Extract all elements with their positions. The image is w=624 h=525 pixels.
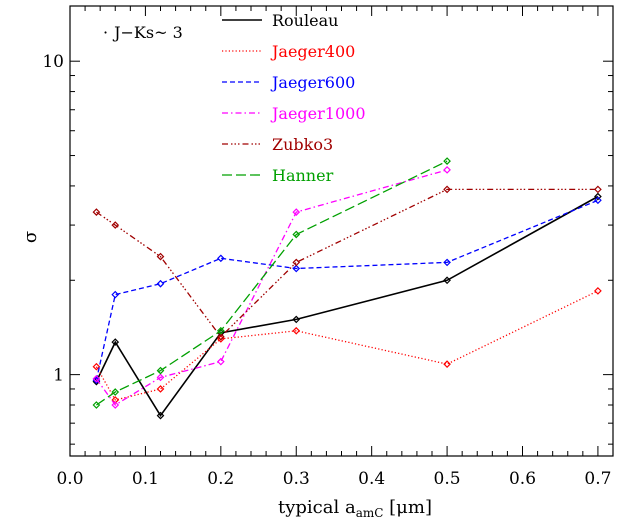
data-point-jaeger400 bbox=[292, 326, 301, 335]
series-line-jaeger600 bbox=[95, 199, 599, 381]
annotation-dot: · bbox=[103, 23, 108, 42]
legend-label-jaeger400: Jaeger400 bbox=[270, 42, 355, 61]
series-line-jaeger400 bbox=[95, 290, 599, 401]
x-axis-title-sub: amC bbox=[356, 506, 384, 520]
x-tick-label: 0.4 bbox=[358, 469, 385, 489]
data-point-hanner bbox=[443, 157, 451, 165]
x-axis-title-main: typical a bbox=[278, 497, 356, 518]
x-tick-label: 0.6 bbox=[509, 469, 536, 489]
data-point-jaeger400 bbox=[594, 287, 602, 295]
y-axis-title: σ bbox=[20, 231, 41, 243]
data-point-zubko3 bbox=[216, 332, 225, 341]
data-point-jaeger1000 bbox=[443, 166, 451, 174]
data-point-jaeger600 bbox=[292, 264, 301, 273]
data-point-jaeger400 bbox=[443, 360, 451, 368]
data-point-hanner bbox=[292, 230, 301, 239]
data-point-jaeger600 bbox=[594, 196, 602, 205]
x-tick-label: 0.2 bbox=[207, 469, 234, 489]
data-point-jaeger600 bbox=[156, 279, 165, 288]
data-point-zubko3 bbox=[92, 208, 101, 216]
data-point-jaeger600 bbox=[216, 254, 225, 263]
annotation-label: · J−Ks~ 3 bbox=[103, 23, 183, 42]
data-point-hanner bbox=[111, 388, 120, 396]
data-point-jaeger400 bbox=[156, 385, 165, 393]
data-point-jaeger400 bbox=[92, 362, 101, 371]
data-point-hanner bbox=[216, 326, 225, 335]
x-axis-title: typical aamC [μm] bbox=[278, 497, 432, 520]
data-point-zubko3 bbox=[443, 185, 451, 194]
annotation-text: J−Ks~ 3 bbox=[112, 23, 183, 42]
x-tick-label: 0.1 bbox=[132, 469, 159, 489]
data-point-hanner bbox=[156, 366, 165, 375]
series-line-zubko3 bbox=[96, 188, 598, 338]
legend-label-rouleau: Rouleau bbox=[272, 11, 338, 30]
data-point-rouleau bbox=[156, 411, 165, 420]
data-point-jaeger600 bbox=[443, 258, 451, 267]
series-line-jaeger1000 bbox=[95, 169, 448, 406]
y-tick-label: 1 bbox=[53, 366, 64, 386]
series-line-hanner bbox=[96, 160, 448, 406]
series-group bbox=[92, 157, 602, 420]
legend: Rouleau Jaeger400 Jaeger600 Jaeger1000 Zubko… bbox=[222, 11, 366, 185]
legend-label-hanner: Hanner bbox=[272, 166, 334, 185]
x-tick-label: 0.5 bbox=[434, 469, 461, 489]
x-tick-label: 0.3 bbox=[283, 469, 310, 489]
legend-label-zubko3: Zubko3 bbox=[272, 135, 333, 154]
data-point-jaeger600 bbox=[111, 290, 120, 299]
series-line-rouleau bbox=[95, 195, 599, 418]
data-point-zubko3 bbox=[111, 221, 120, 229]
data-point-zubko3 bbox=[292, 258, 301, 267]
data-point-rouleau bbox=[111, 338, 120, 346]
data-point-zubko3 bbox=[156, 252, 165, 261]
data-point-zubko3 bbox=[594, 185, 602, 194]
x-tick-label: 0.7 bbox=[584, 469, 611, 489]
data-point-rouleau bbox=[443, 276, 451, 285]
legend-label-jaeger1000: Jaeger1000 bbox=[270, 104, 366, 123]
x-tick-label: 0.0 bbox=[56, 469, 83, 489]
data-point-jaeger1000 bbox=[111, 401, 120, 409]
tick-labels-group: 0.0 0.1 0.2 0.3 0.4 0.5 0.6 0.7 1 10 bbox=[42, 52, 611, 489]
x-axis-title-unit: [μm] bbox=[383, 497, 432, 518]
data-point-rouleau bbox=[292, 315, 301, 324]
data-point-jaeger1000 bbox=[156, 373, 165, 382]
ticks-group bbox=[69, 6, 613, 456]
data-point-hanner bbox=[92, 401, 101, 409]
legend-label-jaeger600: Jaeger600 bbox=[270, 73, 355, 92]
data-point-jaeger1000 bbox=[292, 208, 301, 216]
data-point-jaeger1000 bbox=[216, 357, 225, 366]
data-point-rouleau bbox=[594, 192, 602, 201]
data-point-jaeger400 bbox=[111, 396, 120, 404]
y-tick-label: 10 bbox=[42, 52, 64, 72]
data-point-jaeger1000 bbox=[92, 374, 101, 383]
